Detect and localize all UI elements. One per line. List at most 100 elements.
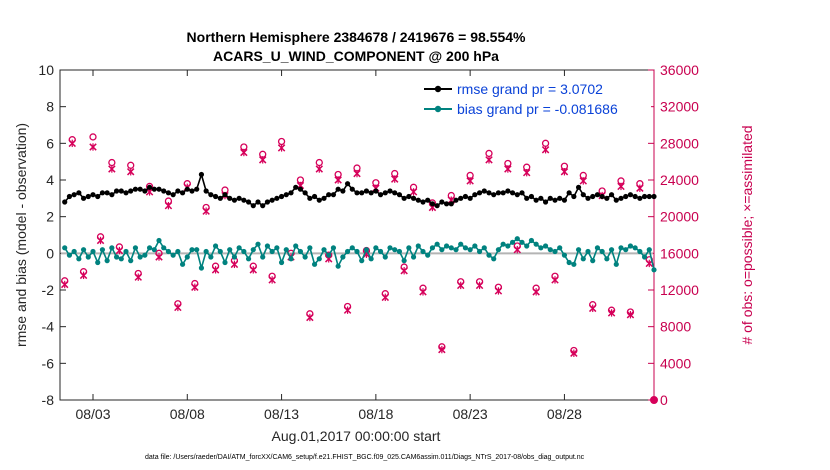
obs-assimilated-marker (381, 293, 390, 302)
bias-point (585, 248, 591, 255)
x-tick-label: 08/23 (453, 406, 488, 422)
obs-possible-marker (89, 133, 97, 141)
bias-point (613, 261, 619, 267)
rmse-point (236, 195, 242, 201)
rmse-point (109, 192, 115, 198)
rmse-point (528, 193, 535, 200)
bias-point (330, 245, 337, 251)
rmse-point (425, 197, 431, 203)
bias-point (340, 254, 346, 260)
rmse-point (467, 195, 473, 201)
y-right-tick-label: 8000 (660, 319, 691, 335)
rmse-point (566, 190, 572, 196)
rmse-point (184, 186, 190, 192)
y-left-tick-label: 8 (46, 99, 54, 115)
bias-point (170, 252, 176, 258)
bias-point (486, 252, 492, 258)
bias-point (156, 237, 162, 244)
rmse-point (194, 186, 200, 192)
bias-point (151, 247, 157, 253)
obs-final-marker (650, 396, 658, 404)
bias-point (99, 247, 106, 253)
bias-point (382, 254, 388, 260)
y-right-tick-label: 24000 (660, 172, 699, 188)
rmse-point (326, 192, 332, 198)
y-left-tick-label: -2 (42, 282, 55, 298)
rmse-point (297, 186, 304, 192)
obs-assimilated-marker (409, 188, 418, 196)
bias-point (594, 245, 601, 251)
bias-point (491, 256, 497, 262)
bias-point (637, 248, 643, 255)
rmse-point (495, 190, 502, 196)
rmse-point (505, 188, 511, 194)
bias-point (524, 243, 530, 249)
bias-point (76, 256, 82, 262)
rmse-point (420, 199, 426, 205)
bias-point (175, 248, 181, 255)
rmse-point (231, 197, 238, 203)
bias-point (198, 265, 205, 271)
obs-assimilated-marker (607, 309, 616, 317)
rmse-point (274, 195, 280, 201)
obs-assimilated-marker (513, 245, 522, 254)
bias-point (618, 245, 624, 251)
rmse-point (269, 197, 275, 203)
obs-assimilated-marker (79, 271, 88, 280)
bias-point (203, 248, 209, 255)
obs-assimilated-marker (258, 156, 267, 164)
bias-point (547, 247, 553, 253)
bias-point (373, 245, 379, 251)
bias-point (415, 243, 421, 249)
rmse-point (623, 193, 629, 200)
rmse-point (443, 201, 450, 207)
rmse-point (330, 192, 337, 198)
legend: rmse grand pr = 3.0702 bias grand pr = -… (418, 76, 651, 120)
obs-assimilated-marker (400, 267, 408, 275)
rmse-point (311, 193, 318, 200)
bias-point (245, 256, 252, 262)
rmse-point (561, 197, 568, 203)
rmse-point (250, 203, 256, 209)
y-left-tick-label: 2 (46, 209, 54, 225)
bias-point (472, 243, 478, 249)
bias-point (509, 239, 516, 245)
bias-point (71, 248, 77, 255)
y-right-tick-label: 28000 (660, 135, 699, 151)
left-axis-ticks: -8 -6 -4 -2 0 2 4 6 8 10 (38, 62, 66, 408)
rmse-point (627, 192, 634, 198)
bias-point (66, 252, 73, 258)
rmse-point (264, 199, 271, 205)
rmse-point (604, 195, 610, 201)
rmse-point (85, 193, 91, 200)
bias-point (495, 247, 502, 253)
rmse-point (462, 193, 469, 200)
bias-point (561, 252, 568, 258)
rmse-point (410, 195, 417, 201)
bias-point (90, 248, 96, 255)
rmse-point (613, 197, 619, 203)
rmse-point (222, 192, 228, 198)
bias-point (552, 248, 558, 255)
bias-point (575, 247, 582, 253)
bias-point (128, 258, 134, 264)
bias-point (557, 245, 563, 251)
bias-point (354, 248, 360, 255)
y-right-tick-label: 20000 (660, 209, 699, 225)
y-axis-right-label: # of obs: o=possible; ×=assimilated (739, 125, 755, 344)
bias-point (443, 243, 450, 249)
bias-point (401, 258, 407, 264)
legend-rmse-label: rmse grand pr = 3.0702 (457, 81, 603, 97)
x-tick-label: 08/08 (170, 406, 205, 422)
obs-assimilated-marker (126, 168, 135, 176)
bias-point (453, 247, 459, 253)
bias-point (194, 247, 200, 253)
obs-assimilated-marker (541, 146, 550, 154)
obs-assimilated-marker (579, 177, 588, 185)
rmse-point (359, 190, 365, 196)
rmse-point (151, 186, 157, 192)
plot-area (59, 69, 655, 401)
obs-assimilated-marker (134, 273, 142, 281)
rmse-point (429, 201, 436, 207)
